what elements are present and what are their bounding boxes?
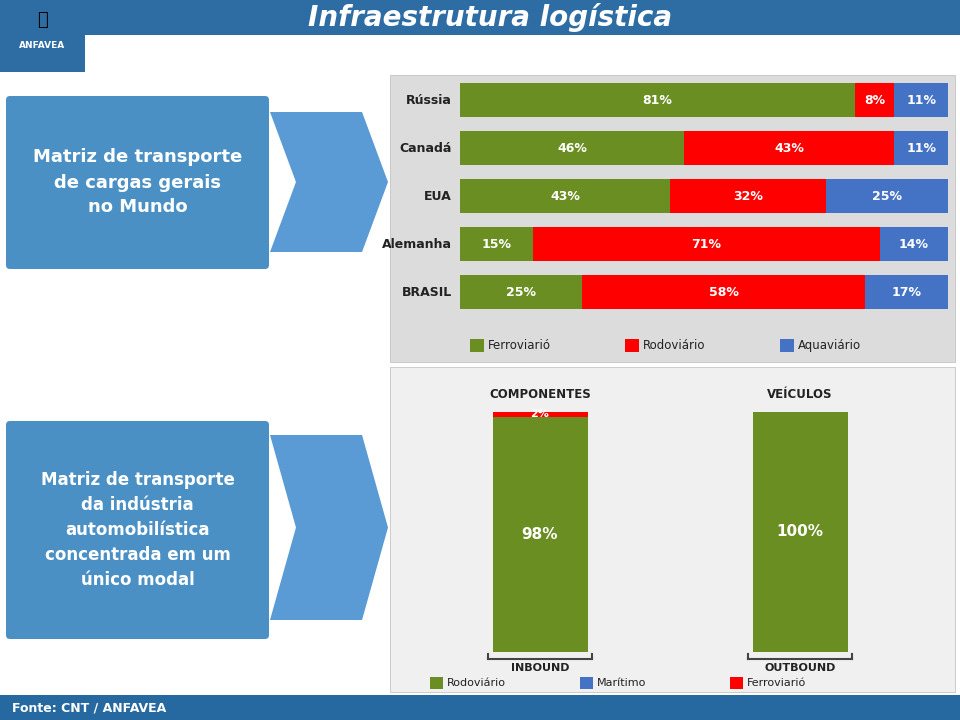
- Bar: [460, 83, 855, 117]
- Bar: [895, 131, 948, 165]
- Text: 2%: 2%: [531, 410, 549, 419]
- Text: OUTBOUND: OUTBOUND: [764, 663, 836, 673]
- Bar: [826, 179, 948, 213]
- Bar: [0, 0, 85, 72]
- Text: 43%: 43%: [775, 142, 804, 155]
- Bar: [492, 412, 588, 417]
- Text: Rússia: Rússia: [406, 94, 452, 107]
- Text: EUA: EUA: [424, 189, 452, 202]
- Text: Fonte: CNT / ANFAVEA: Fonte: CNT / ANFAVEA: [12, 701, 166, 714]
- Bar: [625, 339, 639, 352]
- Text: Canadá: Canadá: [399, 142, 452, 155]
- Bar: [460, 227, 533, 261]
- Text: Rodoviário: Rodoviário: [447, 678, 506, 688]
- Text: COMPONENTES: COMPONENTES: [490, 387, 590, 400]
- Text: Matriz de transporte
de cargas gerais
no Mundo: Matriz de transporte de cargas gerais no…: [33, 148, 242, 217]
- Text: 15%: 15%: [482, 238, 512, 251]
- Polygon shape: [270, 112, 388, 252]
- Text: 71%: 71%: [691, 238, 722, 251]
- Bar: [730, 677, 743, 689]
- Text: 43%: 43%: [550, 189, 580, 202]
- Bar: [855, 83, 895, 117]
- Bar: [460, 179, 670, 213]
- Text: Alemanha: Alemanha: [382, 238, 452, 251]
- Text: Rodoviário: Rodoviário: [643, 339, 706, 352]
- Text: 25%: 25%: [506, 286, 536, 299]
- Bar: [0, 0, 960, 35]
- Text: INBOUND: INBOUND: [511, 663, 569, 673]
- FancyBboxPatch shape: [6, 96, 269, 269]
- Bar: [670, 179, 826, 213]
- Bar: [460, 131, 684, 165]
- Text: 58%: 58%: [708, 286, 738, 299]
- Text: 25%: 25%: [872, 189, 902, 202]
- Polygon shape: [270, 435, 388, 620]
- Bar: [470, 339, 484, 352]
- Text: Matriz de transporte
da indústria
automobilística
concentrada em um
único modal: Matriz de transporte da indústria automo…: [40, 471, 234, 589]
- Bar: [580, 677, 593, 689]
- Bar: [582, 275, 865, 309]
- Text: 8%: 8%: [864, 94, 885, 107]
- Text: BRASIL: BRASIL: [401, 286, 452, 299]
- Bar: [390, 367, 955, 692]
- Text: 11%: 11%: [906, 94, 936, 107]
- Text: 46%: 46%: [558, 142, 588, 155]
- Text: Infraestrutura logística: Infraestrutura logística: [308, 4, 672, 32]
- Text: Ferroviarió: Ferroviarió: [488, 339, 551, 352]
- FancyBboxPatch shape: [6, 421, 269, 639]
- Text: Aquaviário: Aquaviário: [798, 339, 861, 352]
- Text: VEÍCULOS: VEÍCULOS: [767, 387, 832, 400]
- Text: Ferroviarió: Ferroviarió: [747, 678, 806, 688]
- Bar: [533, 227, 879, 261]
- Bar: [460, 275, 582, 309]
- Bar: [879, 227, 948, 261]
- Text: 🚛: 🚛: [36, 11, 47, 29]
- Text: 81%: 81%: [642, 94, 673, 107]
- Bar: [753, 412, 848, 652]
- Text: 14%: 14%: [899, 238, 929, 251]
- Bar: [430, 677, 443, 689]
- Bar: [684, 131, 895, 165]
- Text: 32%: 32%: [733, 189, 763, 202]
- Text: 17%: 17%: [892, 286, 922, 299]
- Text: Marítimo: Marítimo: [597, 678, 646, 688]
- Bar: [865, 275, 948, 309]
- Text: 100%: 100%: [777, 524, 824, 539]
- Bar: [780, 339, 794, 352]
- Text: 11%: 11%: [906, 142, 936, 155]
- Text: ANFAVEA: ANFAVEA: [19, 42, 65, 50]
- Text: 98%: 98%: [521, 527, 559, 542]
- Bar: [0, 695, 960, 720]
- Bar: [390, 75, 955, 362]
- Bar: [895, 83, 948, 117]
- Bar: [492, 417, 588, 652]
